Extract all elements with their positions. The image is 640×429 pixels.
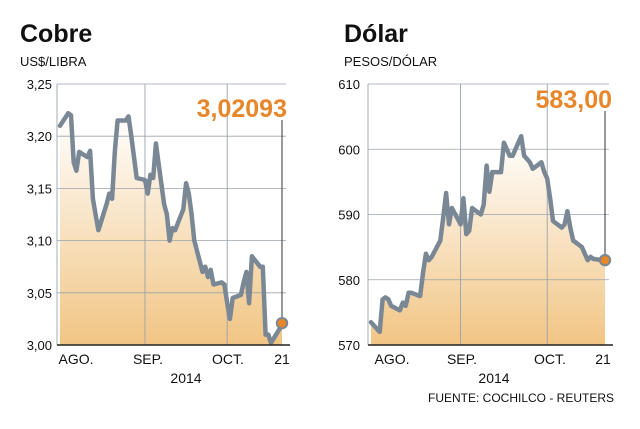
dolar-ytick-label: 610 xyxy=(338,77,360,92)
dolar-ytick-label: 590 xyxy=(338,208,360,223)
dolar-last-point xyxy=(598,253,612,267)
dolar-series-line xyxy=(368,133,608,335)
cobre-xtick-label: OCT. xyxy=(212,351,244,367)
cobre-ytick-label: 3,00 xyxy=(27,338,52,353)
cobre-panel: Cobre US$/LIBRA 3,25 3,20 3,15 3,10 3,05 3,00… xyxy=(20,20,290,386)
cobre-xtick-label: SEP. xyxy=(133,351,163,367)
cobre-year-label: 2014 xyxy=(170,370,201,386)
cobre-subtitle: US$/LIBRA xyxy=(20,54,87,69)
dolar-xtick-label: SEP. xyxy=(447,351,477,367)
dolar-ytick-label: 570 xyxy=(338,338,360,353)
dolar-year-label: 2014 xyxy=(478,370,509,386)
dolar-panel: Dólar PESOS/DÓLAR 610 600 590 580 570 AGO. SE… xyxy=(338,20,613,386)
cobre-last-point xyxy=(275,316,289,330)
cobre-ytick-label: 3,10 xyxy=(27,234,52,249)
dolar-title: Dólar xyxy=(344,20,408,48)
dolar-ytick-label: 600 xyxy=(338,142,360,157)
cobre-series-line xyxy=(57,110,285,346)
dolar-last-value: 583,00 xyxy=(536,86,612,114)
cobre-ytick-label: 3,05 xyxy=(27,286,52,301)
source-note: FUENTE: COCHILCO - REUTERS xyxy=(428,391,614,405)
cobre-ytick-label: 3,15 xyxy=(27,181,52,196)
dolar-xtick-label: AGO. xyxy=(374,351,409,367)
cobre-xtick-label: AGO. xyxy=(58,351,93,367)
dolar-xtick-label: 21 xyxy=(595,351,611,367)
cobre-title: Cobre xyxy=(20,20,92,48)
dolar-xtick-label: OCT. xyxy=(534,351,566,367)
cobre-xtick-label: 21 xyxy=(274,351,290,367)
cobre-ytick-label: 3,20 xyxy=(27,129,52,144)
cobre-ytick-label: 3,25 xyxy=(27,77,52,92)
cobre-last-value: 3,02093 xyxy=(197,95,287,123)
dolar-subtitle: PESOS/DÓLAR xyxy=(344,54,437,69)
dolar-ytick-label: 580 xyxy=(338,273,360,288)
